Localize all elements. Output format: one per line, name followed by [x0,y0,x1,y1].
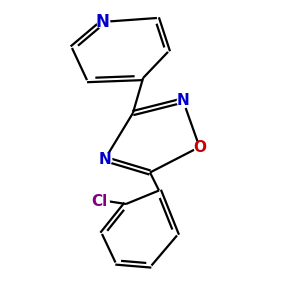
Text: Cl: Cl [91,194,107,208]
Text: N: N [96,13,110,31]
Text: N: N [99,152,111,166]
Text: O: O [193,140,206,154]
Text: N: N [177,93,189,108]
